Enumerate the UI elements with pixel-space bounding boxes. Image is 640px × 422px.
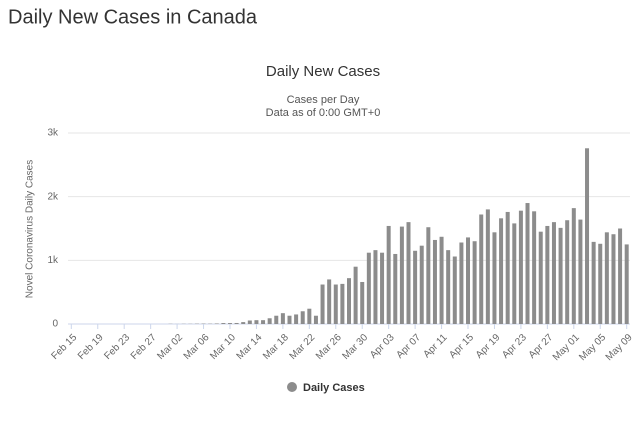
x-tick-label: Mar 06 (182, 332, 212, 362)
bar (492, 232, 497, 324)
bar (327, 279, 332, 324)
x-tick-label: Mar 10 (208, 332, 238, 362)
bar (525, 203, 530, 324)
x-tick-label: Apr 19 (474, 332, 503, 361)
bar (479, 214, 484, 324)
bar (551, 222, 556, 324)
bar (347, 278, 351, 324)
legend-label: Daily Cases (303, 382, 365, 394)
bar (472, 241, 477, 324)
x-tick-label: Apr 11 (421, 332, 449, 360)
x-tick-label: Apr 15 (447, 332, 476, 361)
bar (532, 211, 537, 324)
x-tick-label: Mar 18 (261, 332, 291, 362)
x-tick-label: Feb 15 (49, 332, 79, 362)
chart-title: Daily New Cases (266, 63, 380, 80)
bar (294, 314, 299, 324)
bar (274, 315, 279, 324)
bar (300, 311, 305, 324)
bar (366, 252, 371, 324)
bar (624, 244, 629, 324)
x-tick-label: Mar 30 (340, 332, 370, 362)
bar (221, 323, 226, 324)
y-tick-label: 2k (47, 191, 59, 202)
bar (320, 284, 325, 324)
bar (459, 242, 464, 324)
bar (618, 228, 623, 324)
bar (499, 218, 504, 324)
bar (604, 232, 609, 324)
bar (267, 318, 272, 324)
subtitle: Cases per Day (287, 94, 360, 106)
bar (598, 243, 603, 324)
bar (591, 241, 596, 324)
bar (360, 281, 365, 324)
bar (565, 220, 570, 324)
bar (439, 236, 444, 324)
y-tick-label: 1k (47, 255, 59, 266)
x-tick-label: Mar 22 (288, 332, 318, 362)
bar (413, 250, 418, 324)
bar (373, 250, 378, 324)
x-tick-label: Feb 27 (129, 332, 159, 362)
bar (446, 250, 451, 324)
bar (214, 323, 219, 324)
subtitle: Data as of 0:00 GMT+0 (266, 107, 381, 119)
bar (485, 209, 490, 324)
bar (466, 237, 471, 324)
x-tick-label: Apr 03 (368, 332, 397, 361)
bar (227, 323, 232, 324)
bar (505, 211, 510, 324)
bar (234, 322, 239, 324)
bar (571, 208, 576, 324)
y-tick-label: 3k (47, 128, 59, 139)
x-tick-label: Feb 23 (102, 332, 132, 362)
bar (307, 308, 312, 324)
bar (261, 320, 266, 324)
x-tick-label: Mar 26 (314, 332, 344, 362)
bar (512, 223, 517, 324)
bar (254, 320, 259, 324)
bar (419, 245, 424, 324)
bar (538, 231, 543, 324)
bar (426, 227, 431, 324)
bar (287, 315, 292, 324)
bar (353, 266, 358, 324)
x-tick-label: Mar 02 (155, 332, 185, 362)
bar (399, 226, 404, 324)
x-tick-label: Apr 23 (500, 332, 529, 361)
y-tick-label: 0 (52, 319, 58, 330)
y-axis-label: Novel Coronavirus Daily Cases (25, 160, 36, 298)
x-tick-label: May 09 (604, 332, 635, 363)
bar (585, 148, 590, 324)
page-title: Daily New Cases in Canada (8, 6, 258, 28)
x-tick-label: May 05 (577, 332, 608, 363)
bar (545, 225, 550, 324)
legend-marker (287, 382, 297, 392)
x-tick-label: Feb 19 (76, 332, 106, 362)
bar (247, 320, 252, 324)
bar (578, 219, 583, 324)
bar (241, 322, 246, 324)
bar (340, 283, 345, 324)
x-tick-label: Mar 14 (235, 332, 265, 362)
bar (452, 256, 457, 324)
bar (393, 253, 398, 324)
x-tick-label: Apr 07 (394, 332, 423, 361)
bar (380, 252, 385, 324)
bar (611, 234, 616, 324)
bar (333, 284, 338, 324)
bar (558, 227, 563, 324)
bar (313, 315, 318, 324)
bar (518, 210, 523, 324)
bar (432, 239, 437, 324)
bar (386, 225, 391, 324)
x-tick-label: May 01 (551, 332, 582, 363)
bar (406, 222, 411, 324)
bar (280, 313, 285, 324)
